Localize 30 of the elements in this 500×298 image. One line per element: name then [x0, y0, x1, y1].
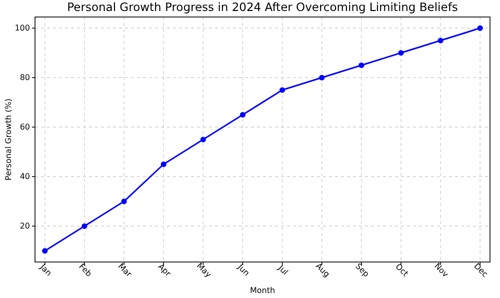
point — [82, 223, 88, 229]
y-axis-title: Personal Growth (%) — [4, 98, 13, 180]
point — [160, 161, 166, 168]
x-tick-label: Jun — [235, 262, 252, 278]
x-axis-title: Month — [250, 286, 276, 295]
point — [358, 62, 364, 68]
y-tick-label: 60 — [20, 122, 30, 132]
x-tick-label: Sep — [354, 262, 371, 279]
y-tick-label: 40 — [20, 172, 30, 181]
x-tick-label: Aug — [314, 261, 332, 279]
point — [240, 112, 246, 118]
point — [279, 87, 286, 93]
point — [438, 38, 444, 44]
x-tick-label: Jan — [37, 262, 54, 278]
y-tick-label: 80 — [20, 72, 30, 82]
point — [319, 74, 325, 80]
point — [200, 136, 206, 142]
x-tick-label: Feb — [77, 262, 94, 278]
x-tick-label: Nov — [432, 261, 450, 280]
x-tick-label: Mar — [116, 262, 134, 280]
x-tick-label: Oct — [394, 262, 410, 278]
point — [42, 248, 48, 254]
point — [121, 198, 127, 204]
point — [398, 50, 404, 56]
point — [477, 25, 483, 31]
x-tick-label: Apr — [156, 262, 173, 279]
x-tick-label: Jul — [276, 262, 290, 277]
y-tick-label: 20 — [20, 221, 30, 230]
chart-title: Personal Growth Progress in 2024 After Overcoming Limiting Beliefs — [67, 0, 458, 14]
y-tick-label: 100 — [14, 23, 30, 32]
